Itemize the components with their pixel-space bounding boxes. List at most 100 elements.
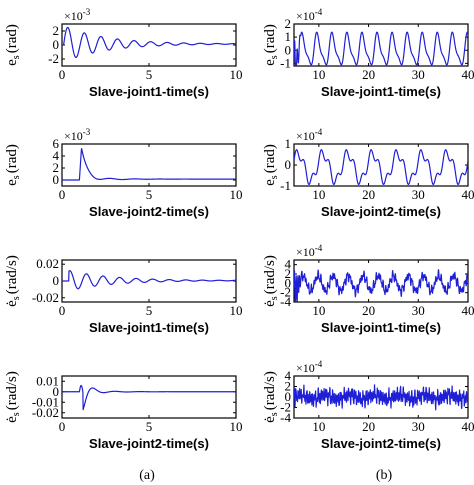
axis-exponent: ×10-3: [64, 7, 91, 23]
x-axis-label: Slave-joint1-time(s): [321, 84, 441, 99]
x-tick-label: 40: [462, 303, 474, 318]
x-axis-label: Slave-joint1-time(s): [89, 320, 209, 335]
x-tick-label: 10: [230, 67, 243, 82]
y-axis-label: ės (rad/s): [262, 255, 280, 307]
y-tick-label: -4: [280, 294, 291, 309]
y-axis-unit: (rad/s): [4, 371, 20, 410]
subplot-b-2: 10 20 30 40 -1 0 1 ×10-4 Slave-joint2-time(s) es (…: [262, 127, 474, 219]
series-line: [62, 147, 236, 181]
x-axis-label: Slave-joint2-time(s): [89, 204, 209, 219]
y-tick-label: -2: [280, 285, 291, 300]
x-tick-label: 10: [312, 419, 325, 434]
y-axis-subscript: s: [269, 55, 280, 59]
x-tick-label: 20: [362, 419, 375, 434]
y-axis-unit: (rad): [4, 144, 20, 173]
exponent-power: -4: [315, 359, 323, 369]
y-tick-label: 1: [285, 136, 292, 151]
y-tick-label: -4: [280, 410, 291, 425]
x-tick-label: 10: [312, 303, 325, 318]
exponent-base: ×10: [296, 245, 315, 259]
x-tick-label: 30: [412, 67, 425, 82]
y-tick-label: 2: [53, 23, 60, 38]
y-axis-unit: (rad/s): [262, 255, 278, 294]
x-tick-label: 0: [59, 187, 66, 202]
axis-exponent: ×10-3: [64, 127, 91, 143]
x-axis-label: Slave-joint2-time(s): [89, 436, 209, 451]
subplot-a-3: 0 5 10-0.0200.02Slave-joint1-time(s)ės(rad…: [4, 255, 243, 335]
y-tick-label: 6: [53, 136, 60, 151]
x-tick-label: 20: [362, 303, 375, 318]
y-tick-label: -2: [48, 51, 59, 66]
x-tick-label: 10: [230, 303, 243, 318]
axis-exponent: ×10-4: [296, 359, 323, 375]
y-tick-label: 0: [285, 42, 292, 57]
y-tick-label: 0: [53, 384, 60, 399]
y-axis-label: ės (rad/s): [4, 255, 22, 307]
y-tick-label: 4: [285, 257, 292, 272]
x-tick-label: 40: [462, 67, 474, 82]
y-axis-symbol: ė: [262, 416, 278, 423]
axis-exponent: ×10-4: [296, 127, 323, 143]
x-tick-label: 30: [412, 419, 425, 434]
y-axis-label: ės (rad/s): [262, 371, 280, 423]
y-axis-subscript: s: [269, 296, 280, 300]
y-tick-label: 2: [285, 379, 292, 394]
subplot-grid: 0 5 10-202×10-3Slave-joint1-time(s)es(rad)…: [4, 7, 474, 451]
exponent-base: ×10: [296, 129, 315, 143]
y-tick-label: -0.02: [32, 290, 59, 305]
y-axis-subscript: s: [11, 55, 22, 59]
y-axis-subscript: s: [11, 296, 22, 300]
y-axis-label: ės (rad/s): [4, 371, 22, 423]
series-line: [294, 31, 468, 66]
x-tick-label: 10: [312, 187, 325, 202]
y-tick-label: 0: [285, 157, 292, 172]
x-tick-label: 0: [59, 303, 66, 318]
y-tick-label: 0: [285, 275, 292, 290]
subplot-a-4: 0 5 10-0.02-0.0100.01Slave-joint2-time(s)ė…: [4, 371, 243, 451]
axis-exponent: ×10-4: [296, 243, 323, 259]
axis-exponent: ×10-4: [296, 7, 323, 23]
x-tick-label: 5: [146, 187, 153, 202]
x-axis-label: Slave-joint1-time(s): [89, 84, 209, 99]
plot-frame: [293, 143, 469, 187]
x-axis-label: Slave-joint2-time(s): [321, 436, 441, 451]
x-tick-label: 40: [462, 419, 474, 434]
y-axis-symbol: ė: [4, 300, 20, 307]
y-axis-subscript: s: [11, 175, 22, 179]
y-axis-symbol: e: [4, 179, 20, 186]
x-tick-label: 5: [146, 67, 153, 82]
x-tick-label: 20: [362, 187, 375, 202]
y-axis-subscript: s: [11, 412, 22, 416]
y-tick-label: 0.01: [36, 373, 59, 388]
exponent-power: -4: [315, 127, 323, 137]
y-axis-unit: (rad): [262, 24, 278, 53]
exponent-power: -3: [83, 7, 91, 17]
series-line: [62, 26, 236, 59]
y-tick-label: 2: [53, 160, 60, 175]
y-axis-symbol: e: [262, 59, 278, 66]
y-tick-label: 0: [53, 172, 60, 187]
exponent-base: ×10: [64, 129, 83, 143]
x-tick-label: 30: [412, 187, 425, 202]
series-line: [294, 149, 468, 186]
x-tick-label: 0: [59, 419, 66, 434]
x-tick-label: 5: [146, 303, 153, 318]
y-tick-label: 4: [285, 368, 292, 383]
y-axis-label: es (rad): [262, 144, 280, 186]
x-tick-label: 10: [312, 67, 325, 82]
y-axis-symbol: e: [262, 179, 278, 186]
y-axis-subscript: s: [269, 175, 280, 179]
y-axis-unit: (rad/s): [4, 255, 20, 294]
y-axis-symbol: ė: [4, 416, 20, 423]
series-line: [62, 384, 236, 411]
x-tick-label: 10: [230, 187, 243, 202]
y-axis-unit: (rad/s): [262, 371, 278, 410]
x-tick-label: 30: [412, 303, 425, 318]
y-axis-label: es (rad): [4, 24, 22, 66]
plot-frame: [61, 375, 237, 419]
y-axis-unit: (rad): [4, 24, 20, 53]
